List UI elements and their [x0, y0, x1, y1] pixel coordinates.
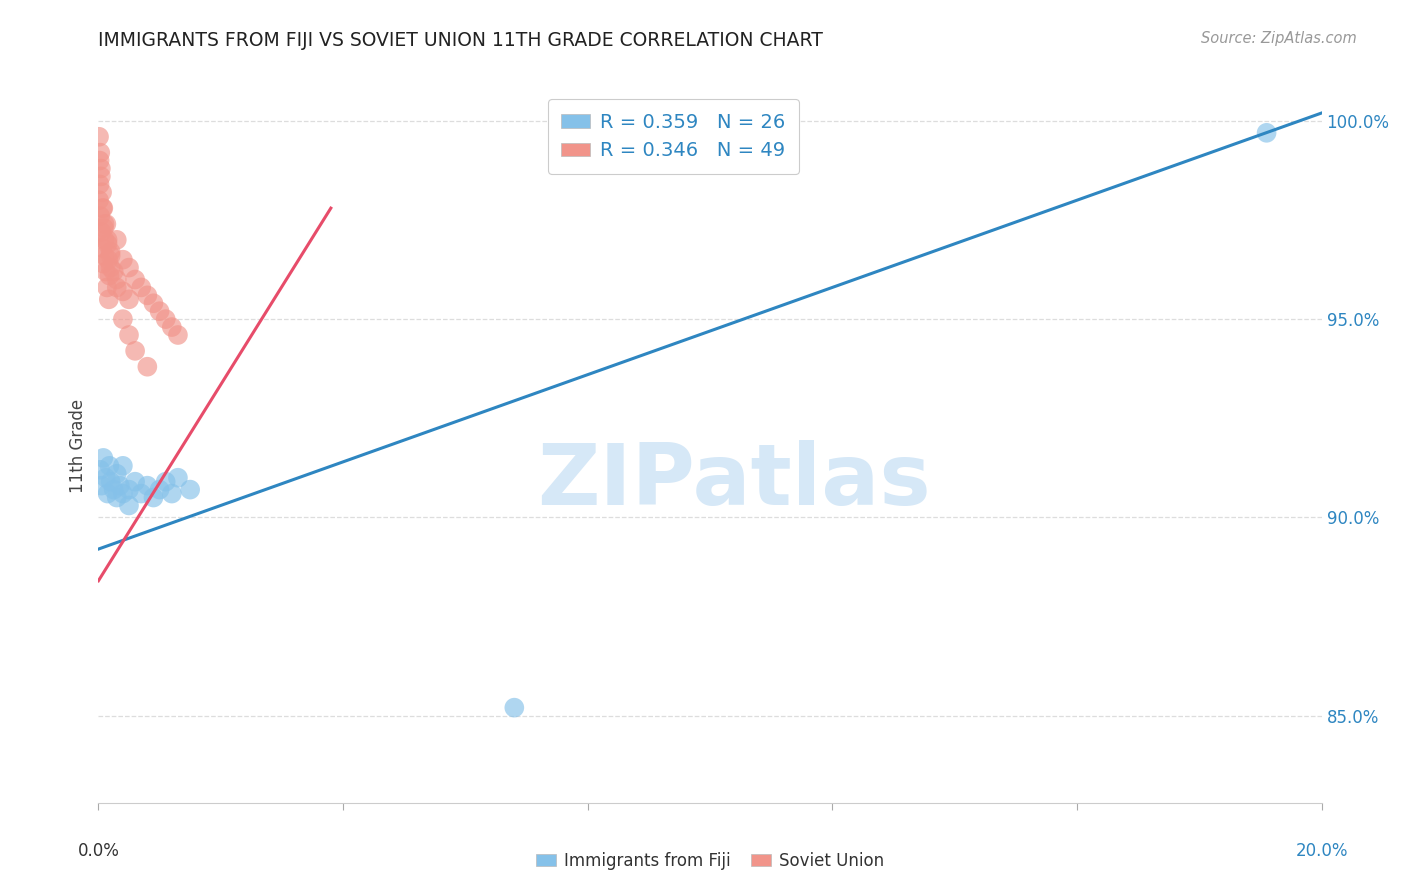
- Point: [167, 471, 190, 485]
- Point: [179, 483, 201, 497]
- Point: [90, 169, 112, 184]
- Point: [89, 463, 111, 477]
- Point: [100, 249, 122, 263]
- Point: [167, 328, 190, 343]
- Point: [91, 201, 114, 215]
- Point: [91, 186, 114, 200]
- Point: [124, 272, 146, 286]
- Point: [97, 293, 120, 307]
- Point: [100, 260, 122, 275]
- Point: [118, 483, 141, 497]
- Point: [98, 458, 121, 473]
- Point: [97, 486, 120, 500]
- Legend: Immigrants from Fiji, Soviet Union: Immigrants from Fiji, Soviet Union: [529, 846, 891, 877]
- Point: [93, 221, 115, 235]
- Point: [111, 458, 134, 473]
- Point: [93, 249, 115, 263]
- Point: [155, 475, 177, 489]
- Point: [90, 478, 112, 492]
- Text: 20.0%: 20.0%: [1295, 842, 1348, 861]
- Point: [89, 145, 111, 160]
- Point: [90, 225, 112, 239]
- Point: [142, 491, 165, 505]
- Point: [94, 471, 117, 485]
- Point: [89, 209, 111, 223]
- Point: [97, 236, 120, 251]
- Point: [103, 264, 125, 278]
- Text: IMMIGRANTS FROM FIJI VS SOVIET UNION 11TH GRADE CORRELATION CHART: IMMIGRANTS FROM FIJI VS SOVIET UNION 11T…: [98, 31, 824, 50]
- Point: [105, 491, 128, 505]
- Point: [136, 478, 159, 492]
- Point: [105, 233, 128, 247]
- Point: [118, 499, 141, 513]
- Point: [93, 233, 115, 247]
- Point: [111, 312, 134, 326]
- Point: [111, 252, 134, 267]
- Point: [103, 483, 125, 497]
- Point: [136, 359, 159, 374]
- Point: [105, 280, 128, 294]
- Point: [160, 486, 183, 500]
- Point: [142, 296, 165, 310]
- Point: [100, 475, 122, 489]
- Point: [160, 320, 183, 334]
- Point: [87, 129, 110, 144]
- Point: [100, 244, 122, 259]
- Point: [503, 700, 526, 714]
- Point: [118, 328, 141, 343]
- Point: [91, 201, 114, 215]
- Legend: R = 0.359   N = 26, R = 0.346   N = 49: R = 0.359 N = 26, R = 0.346 N = 49: [548, 99, 799, 174]
- Point: [118, 260, 141, 275]
- Point: [91, 241, 114, 255]
- Point: [89, 178, 111, 192]
- Point: [1256, 126, 1278, 140]
- Point: [97, 252, 120, 267]
- Text: 0.0%: 0.0%: [77, 842, 120, 861]
- Point: [111, 486, 134, 500]
- Point: [149, 483, 172, 497]
- Y-axis label: 11th Grade: 11th Grade: [69, 399, 87, 493]
- Point: [90, 161, 112, 176]
- Point: [111, 285, 134, 299]
- Point: [93, 217, 115, 231]
- Point: [97, 233, 120, 247]
- Point: [87, 193, 110, 207]
- Point: [136, 288, 159, 302]
- Point: [118, 293, 141, 307]
- Point: [149, 304, 172, 318]
- Point: [98, 268, 121, 283]
- Point: [91, 450, 114, 465]
- Point: [129, 486, 152, 500]
- Point: [129, 280, 152, 294]
- Point: [105, 467, 128, 481]
- Point: [155, 312, 177, 326]
- Text: ZIPatlas: ZIPatlas: [537, 440, 931, 524]
- Text: Source: ZipAtlas.com: Source: ZipAtlas.com: [1201, 31, 1357, 46]
- Point: [94, 264, 117, 278]
- Point: [96, 217, 118, 231]
- Point: [105, 272, 128, 286]
- Point: [89, 153, 111, 168]
- Point: [91, 257, 114, 271]
- Point: [124, 343, 146, 358]
- Point: [108, 478, 131, 492]
- Point: [96, 280, 118, 294]
- Point: [124, 475, 146, 489]
